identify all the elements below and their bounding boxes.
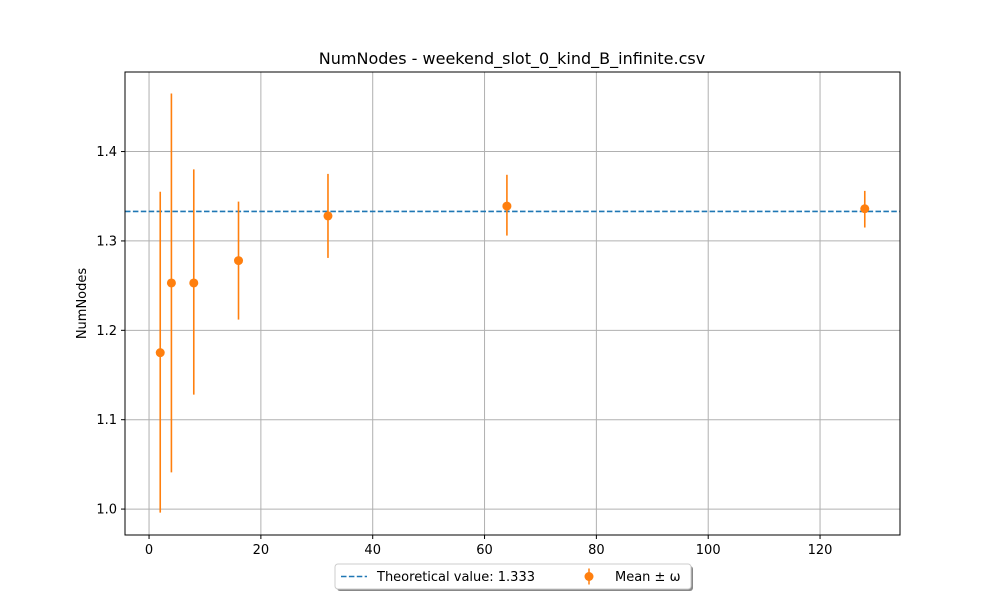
- data-point: [502, 201, 512, 211]
- x-tick-label: 120: [808, 543, 833, 558]
- legend-label-series: Mean ± ω: [615, 570, 680, 585]
- y-tick-label: 1.4: [96, 145, 117, 160]
- grid: [125, 72, 900, 535]
- x-tick-label: 40: [364, 543, 381, 558]
- legend-label-reference: Theoretical value: 1.333: [376, 570, 535, 585]
- x-tick-label: 20: [253, 543, 270, 558]
- data-point: [323, 211, 333, 221]
- y-tick-label: 1.3: [96, 234, 117, 249]
- y-tick-label: 1.1: [96, 413, 117, 428]
- legend: Theoretical value: 1.333 Mean ± ω: [334, 563, 693, 591]
- legend-box: [334, 563, 692, 590]
- x-tick-label: 100: [696, 543, 721, 558]
- data-point: [234, 256, 244, 266]
- x-tick-label: 60: [476, 543, 493, 558]
- chart-title: NumNodes - weekend_slot_0_kind_B_infinit…: [319, 49, 705, 69]
- legend-swatch-series-dot: [584, 572, 594, 581]
- data-point: [155, 348, 165, 358]
- data-point: [860, 204, 870, 214]
- x-tick-label: 80: [588, 543, 605, 558]
- data-layer: [155, 93, 870, 513]
- plot-frame: [124, 71, 901, 536]
- x-tick-label: 0: [145, 543, 153, 558]
- y-tick-label: 1.2: [96, 324, 117, 339]
- y-axis-title: NumNodes: [75, 268, 90, 340]
- data-point: [189, 278, 199, 288]
- ticks: 0 20 40 60 80 100 120 1.0 1.1 1.2 1.3 1.4: [96, 145, 832, 558]
- data-point: [166, 278, 176, 288]
- y-tick-label: 1.0: [96, 503, 117, 518]
